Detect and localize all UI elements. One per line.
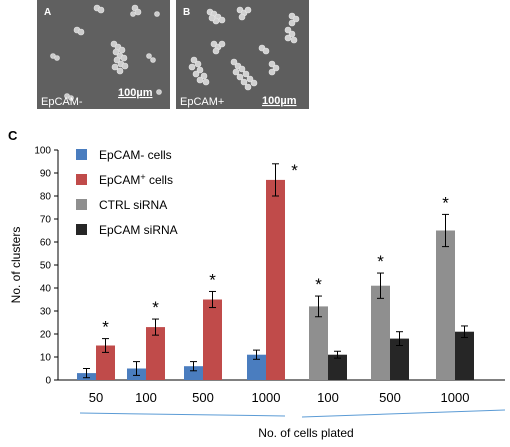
significance-star: * bbox=[442, 193, 449, 212]
y-tick-label: 50 bbox=[40, 261, 52, 272]
y-tick-label: 60 bbox=[40, 238, 52, 249]
y-tick-label: 90 bbox=[40, 169, 52, 180]
y-tick-label: 0 bbox=[45, 376, 51, 387]
micrograph-panel-b: B EpCAM+ 100µm bbox=[176, 0, 309, 109]
legend-swatch bbox=[76, 149, 87, 160]
y-tick-label: 80 bbox=[40, 192, 52, 203]
panel-a-scale-label: 100µm bbox=[118, 87, 153, 99]
bar bbox=[436, 230, 455, 380]
y-tick-label: 100 bbox=[34, 146, 51, 157]
bar bbox=[203, 299, 222, 380]
bar bbox=[146, 327, 165, 380]
bar bbox=[455, 331, 474, 380]
bar bbox=[328, 354, 347, 380]
x-tick-label: 100 bbox=[135, 390, 157, 405]
significance-star: * bbox=[377, 252, 384, 271]
legend-swatch bbox=[76, 224, 87, 235]
x-tick-label: 1000 bbox=[252, 390, 281, 405]
significance-star: * bbox=[315, 275, 322, 294]
micrograph-panel-a: A EpCAM- 100µm bbox=[37, 0, 170, 109]
legend-label: CTRL siRNA bbox=[99, 198, 167, 212]
panel-c-letter: C bbox=[8, 128, 18, 143]
x-tick-label: 1000 bbox=[441, 390, 470, 405]
group-underline-sirna bbox=[301, 409, 506, 418]
significance-star: * bbox=[102, 318, 109, 337]
bar bbox=[390, 338, 409, 380]
bar bbox=[96, 345, 115, 380]
panel-b-letter: B bbox=[183, 7, 190, 18]
y-tick-label: 40 bbox=[40, 284, 52, 295]
x-tick-label: 50 bbox=[89, 390, 103, 405]
chart-plot-area: 0 10 20 30 40 50 60 70 80 90 100 No. of clusters 50 1… bbox=[9, 146, 506, 440]
y-tick-label: 70 bbox=[40, 215, 52, 226]
y-tick-label: 10 bbox=[40, 353, 52, 364]
x-tick-label: 500 bbox=[192, 390, 214, 405]
bar bbox=[309, 306, 328, 380]
legend-swatch bbox=[76, 199, 87, 210]
legend-label: EpCAM siRNA bbox=[99, 223, 178, 237]
x-axis-title: No. of cells plated bbox=[258, 426, 353, 440]
legend-label: EpCAM+ cells bbox=[99, 172, 173, 187]
y-tick-label: 20 bbox=[40, 330, 52, 341]
panel-b-condition: EpCAM+ bbox=[180, 96, 224, 108]
x-tick-label: 500 bbox=[379, 390, 401, 405]
panel-a-condition: EpCAM- bbox=[41, 96, 83, 108]
bar bbox=[184, 366, 203, 380]
y-axis-title: No. of clusters bbox=[9, 227, 23, 304]
group-underline-epcam-sorted bbox=[79, 412, 286, 417]
significance-star: * bbox=[291, 161, 298, 180]
panel-b-scale-label: 100µm bbox=[262, 95, 297, 107]
significance-star: * bbox=[209, 270, 216, 289]
significance-star: * bbox=[152, 298, 159, 317]
panel-a-letter: A bbox=[44, 7, 51, 18]
bar bbox=[266, 179, 285, 380]
legend-swatch bbox=[76, 174, 87, 185]
bar bbox=[371, 285, 390, 380]
micrograph-b-image: B EpCAM+ 100µm bbox=[176, 0, 309, 109]
legend-label: EpCAM- cells bbox=[99, 148, 172, 162]
micrograph-a-image: A EpCAM- 100µm bbox=[37, 0, 170, 109]
y-tick-label: 30 bbox=[40, 307, 52, 318]
x-tick-label: 100 bbox=[317, 390, 339, 405]
bar bbox=[247, 354, 266, 380]
